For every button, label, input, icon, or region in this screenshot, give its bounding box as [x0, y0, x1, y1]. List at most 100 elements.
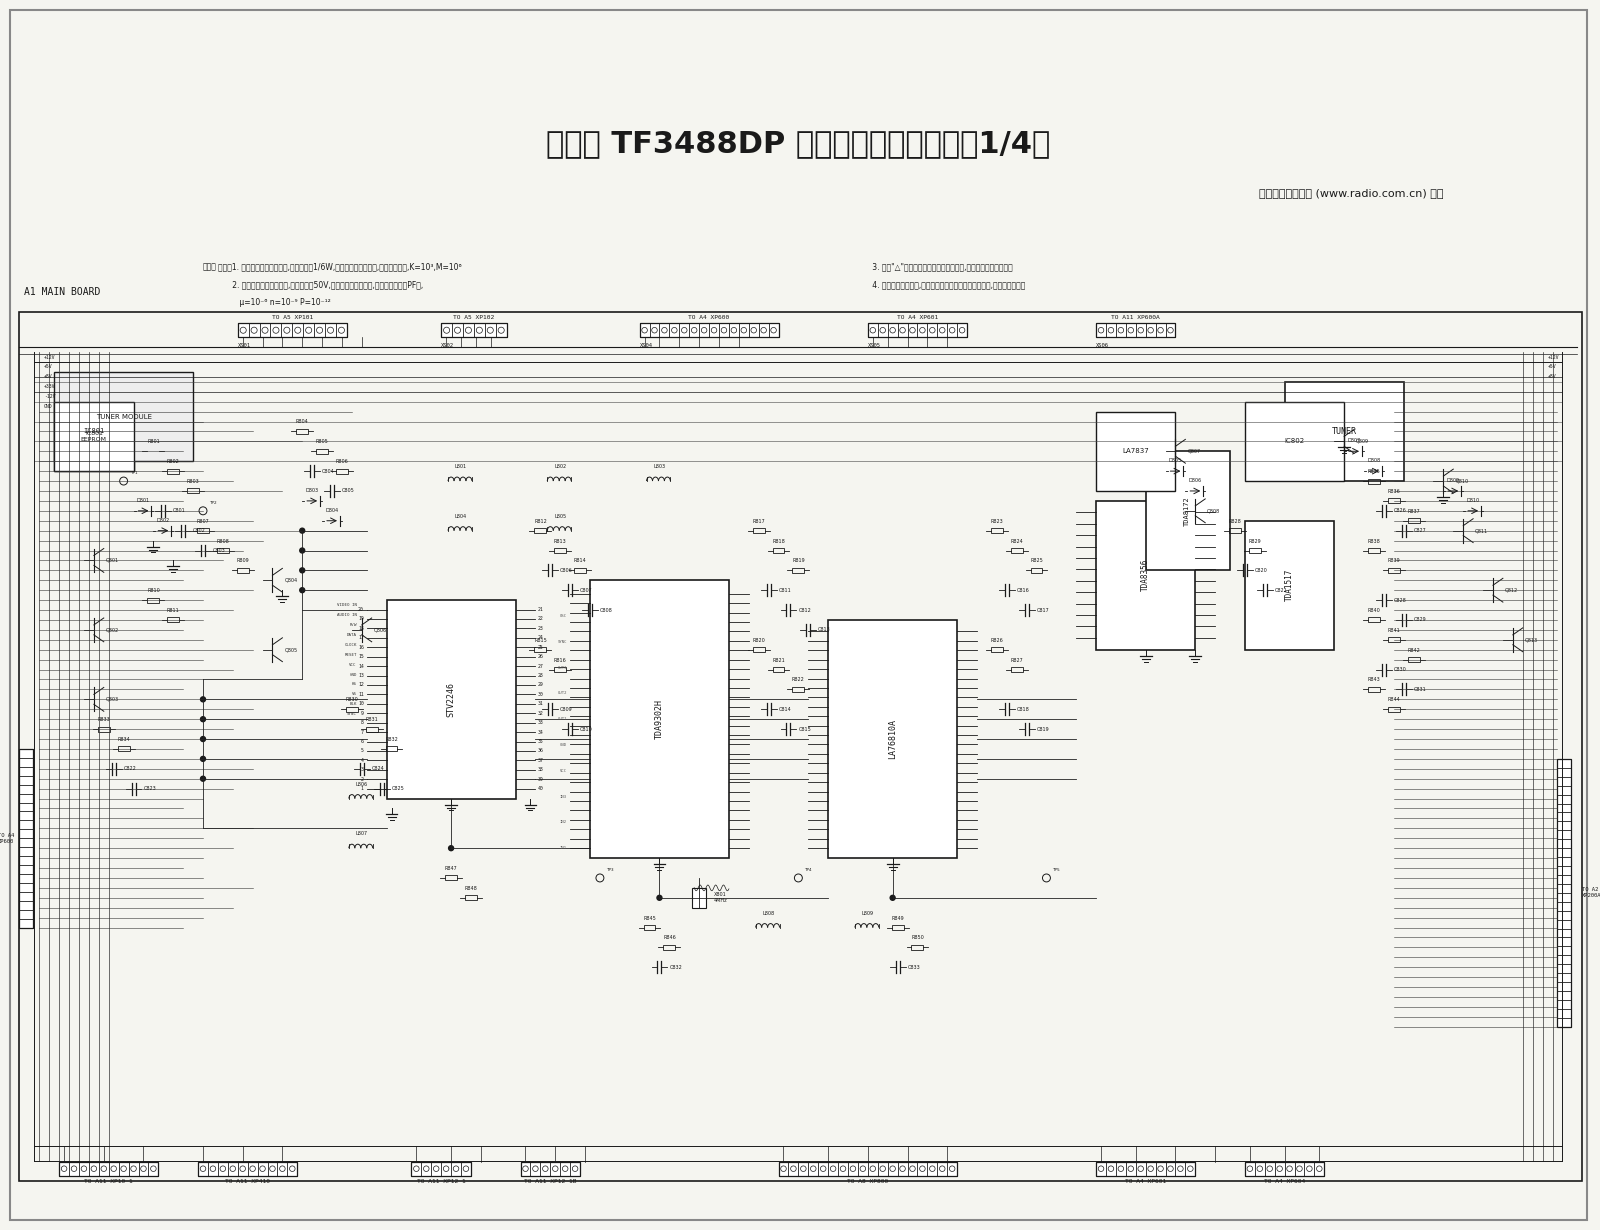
Text: 27: 27 [538, 664, 542, 669]
Text: 26: 26 [538, 654, 542, 659]
Bar [147, 598, 160, 603]
Text: TO A5 XP101: TO A5 XP101 [272, 315, 314, 320]
Text: X801
4MHz: X801 4MHz [714, 893, 728, 903]
Text: R850: R850 [910, 936, 923, 941]
Text: OUT3: OUT3 [558, 665, 566, 669]
Text: Q801: Q801 [106, 558, 118, 563]
Text: TO A8 XP800: TO A8 XP800 [848, 1178, 888, 1183]
Text: R843: R843 [1368, 678, 1381, 683]
Bar [147, 449, 160, 454]
Text: R814: R814 [574, 558, 587, 563]
Text: R827: R827 [1010, 658, 1022, 663]
Bar [792, 686, 805, 692]
Text: +5V: +5V [45, 364, 53, 369]
Text: D801: D801 [138, 498, 150, 503]
Bar [1096, 412, 1176, 491]
Text: R835: R835 [1368, 469, 1381, 474]
Text: R822: R822 [792, 678, 805, 683]
Text: TP3: TP3 [606, 868, 613, 872]
Text: L803: L803 [653, 464, 666, 469]
Bar [466, 895, 477, 900]
Bar [54, 391, 133, 471]
Circle shape [299, 549, 304, 554]
Text: Q810: Q810 [1456, 478, 1469, 483]
Bar [1011, 549, 1022, 554]
Bar [1387, 707, 1400, 712]
Bar [1368, 478, 1379, 483]
Text: 13: 13 [358, 673, 363, 678]
Text: C816: C816 [1016, 588, 1029, 593]
Bar [1011, 667, 1022, 672]
Bar [386, 747, 397, 752]
Text: C830: C830 [1394, 667, 1406, 672]
Text: IN3: IN3 [560, 795, 566, 798]
Text: R823: R823 [990, 519, 1003, 524]
Text: R836: R836 [1387, 490, 1400, 494]
Text: XS02: XS02 [442, 343, 454, 348]
Text: C805: C805 [342, 488, 355, 493]
Text: 18: 18 [358, 626, 363, 631]
Text: TO A11 XP10 1: TO A11 XP10 1 [85, 1178, 133, 1183]
Circle shape [299, 528, 304, 533]
Text: 24: 24 [538, 636, 542, 641]
Text: L801: L801 [454, 464, 467, 469]
Text: R845: R845 [643, 915, 656, 920]
Bar [198, 1162, 298, 1176]
Bar [218, 549, 229, 554]
Text: 17: 17 [358, 636, 363, 641]
Bar [773, 667, 784, 672]
Bar [1096, 1162, 1195, 1176]
Text: 39: 39 [538, 776, 542, 782]
Text: C822: C822 [123, 766, 136, 771]
Circle shape [200, 717, 205, 722]
Text: R806: R806 [336, 459, 349, 464]
Bar [640, 323, 779, 337]
Text: D806: D806 [1189, 478, 1202, 483]
Text: XS05: XS05 [867, 343, 882, 348]
Text: 12: 12 [358, 683, 363, 688]
Text: R837: R837 [1408, 509, 1419, 514]
Bar [1096, 501, 1195, 649]
Text: R805: R805 [315, 439, 328, 444]
Text: +5V: +5V [1547, 364, 1557, 369]
Text: R825: R825 [1030, 558, 1043, 563]
Text: TO A4
XP600: TO A4 XP600 [0, 833, 14, 844]
Bar [1245, 520, 1334, 649]
Bar [317, 449, 328, 454]
Text: R831: R831 [365, 717, 378, 722]
Text: TUNER: TUNER [1331, 427, 1357, 435]
Text: C807: C807 [581, 588, 594, 593]
Bar [296, 429, 309, 434]
Text: R838: R838 [1368, 539, 1381, 544]
Text: 《无线电》杂志社 (www.radio.com.cn) 制作: 《无线电》杂志社 (www.radio.com.cn) 制作 [1259, 188, 1443, 198]
Text: R840: R840 [1368, 608, 1381, 613]
Text: RESET: RESET [344, 653, 357, 657]
Bar [237, 568, 248, 573]
Text: 33: 33 [538, 720, 542, 726]
Text: 38: 38 [538, 768, 542, 772]
Text: μ=10⁻⁶ n=10⁻⁹ P=10⁻¹²: μ=10⁻⁶ n=10⁻⁹ P=10⁻¹² [218, 299, 331, 308]
Bar [59, 1162, 158, 1176]
Text: C832: C832 [669, 964, 682, 969]
Text: TP2: TP2 [210, 501, 216, 504]
Text: Q809: Q809 [1357, 439, 1370, 444]
Text: 说明：1. 未标注功率值的电阻器,额定功率为1/6W,未标注单位的电阻器,其单位为欧姆,K=10³,M=10⁶: 说明：1. 未标注功率值的电阻器,额定功率为1/6W,未标注单位的电阻器,其单位… [218, 263, 461, 272]
Text: Q802: Q802 [106, 627, 118, 632]
Text: 22: 22 [538, 616, 542, 621]
Text: OSC: OSC [560, 614, 566, 617]
Text: IC802: IC802 [1285, 438, 1304, 444]
Text: R824: R824 [1010, 539, 1022, 544]
Bar [346, 707, 358, 712]
Bar [1250, 549, 1261, 554]
Text: L808: L808 [763, 910, 774, 915]
Bar [19, 312, 1582, 1181]
Text: 海信牌 TF3488DP 型彩色电视机电路图（1/4）: 海信牌 TF3488DP 型彩色电视机电路图（1/4） [546, 129, 1051, 159]
Text: 2: 2 [362, 776, 363, 782]
Bar [1245, 1162, 1325, 1176]
Text: HS: HS [352, 683, 357, 686]
Text: GND: GND [560, 743, 566, 747]
Text: D809: D809 [1446, 478, 1459, 483]
Text: C818: C818 [1016, 707, 1029, 712]
Text: 说明：: 说明： [203, 263, 218, 272]
Bar [187, 488, 198, 493]
